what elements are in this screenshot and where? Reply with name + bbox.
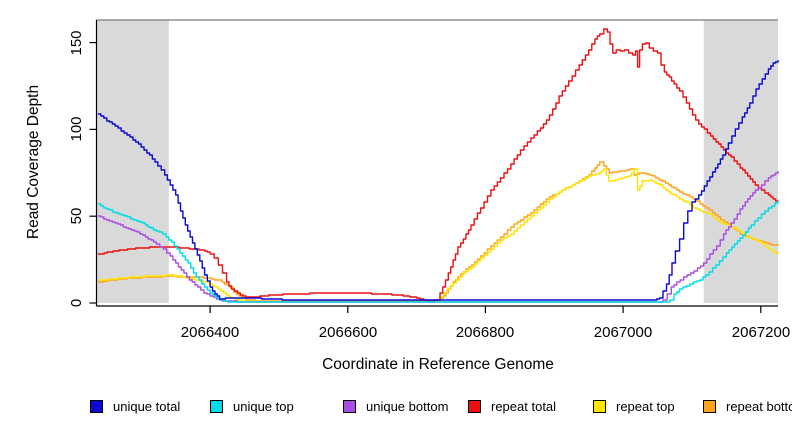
- legend-label: repeat bottom: [726, 398, 792, 414]
- x-axis-tick-label: 2067000: [593, 324, 653, 341]
- legend-item-unique-top: unique top: [210, 398, 294, 414]
- y-axis-title: Read Coverage Depth: [25, 84, 42, 240]
- y-axis-tick-label: 100: [68, 116, 85, 142]
- legend-swatch-repeat-bottom: [703, 399, 716, 413]
- x-axis-tick-label: 2066600: [318, 324, 378, 341]
- x-axis-title: Coordinate in Reference Genome: [322, 356, 554, 373]
- legend-swatch-repeat-top: [593, 399, 606, 413]
- y-axis-tick-label: 50: [68, 207, 85, 225]
- x-axis-tick-label: 2067200: [731, 324, 791, 341]
- legend-item-repeat-bottom: repeat bottom: [703, 398, 792, 414]
- legend-label: repeat total: [491, 398, 557, 414]
- x-axis-tick-label: 2066800: [455, 324, 515, 341]
- legend-swatch-repeat-total: [468, 399, 481, 413]
- y-axis-tick-label: 150: [68, 30, 85, 56]
- x-axis-tick-label: 2066400: [180, 324, 240, 341]
- legend-item-unique-total: unique total: [90, 398, 180, 414]
- legend-label: unique bottom: [366, 398, 449, 414]
- legend-label: unique total: [113, 398, 181, 414]
- legend-swatch-unique-bottom: [343, 399, 356, 413]
- legend-item-unique-bottom: unique bottom: [343, 398, 448, 414]
- legend-swatch-unique-top: [210, 399, 223, 413]
- y-axis-tick-label: 0: [68, 298, 85, 308]
- legend-swatch-unique-total: [90, 399, 103, 413]
- legend-item-repeat-total: repeat total: [468, 398, 556, 414]
- legend-label: unique top: [233, 398, 294, 414]
- legend-item-repeat-top: repeat top: [593, 398, 675, 414]
- legend-label: repeat top: [616, 398, 675, 414]
